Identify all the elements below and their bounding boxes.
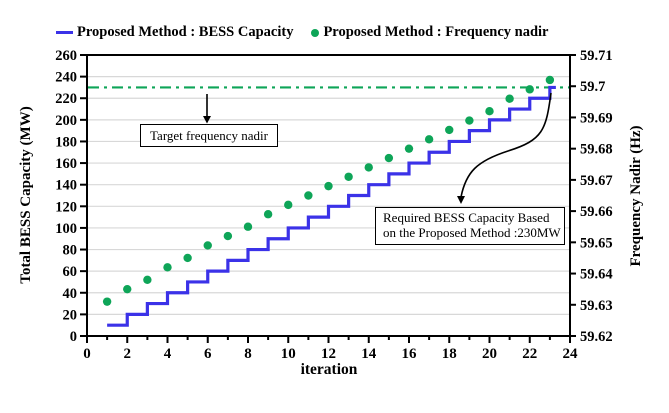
frequency-nadir-point — [525, 85, 534, 94]
frequency-nadir-point — [143, 275, 152, 284]
frequency-nadir-point — [243, 222, 253, 231]
nadir-dot-swatch-icon — [311, 28, 320, 37]
right-tick-label: 59.63 — [580, 298, 613, 314]
x-tick-label: 16 — [402, 346, 418, 362]
left-tick-label: 160 — [55, 156, 77, 172]
left-tick-label: 40 — [63, 286, 78, 302]
frequency-nadir-point — [183, 253, 192, 263]
x-tick-label: 14 — [361, 346, 377, 362]
left-tick-label: 180 — [55, 134, 77, 150]
right-tick-label: 59.67 — [580, 173, 613, 189]
frequency-nadir-point — [485, 107, 494, 116]
x-tick-label: 24 — [563, 346, 579, 362]
left-tick-label: 20 — [63, 307, 78, 323]
bess-line-swatch-icon — [56, 31, 73, 34]
frequency-nadir-point — [344, 172, 353, 181]
left-tick-label: 100 — [55, 221, 77, 237]
x-tick-label: 4 — [164, 346, 172, 362]
left-tick-label: 0 — [70, 329, 77, 345]
left-tick-label: 140 — [55, 178, 77, 194]
frequency-nadir-point — [102, 297, 112, 306]
x-tick-label: 22 — [522, 346, 537, 362]
required-annotation-line2: on the Proposed Method :230MW — [383, 225, 561, 241]
frequency-nadir-point — [384, 153, 394, 163]
x-tick-label: 20 — [482, 346, 497, 362]
frequency-nadir-point — [545, 75, 555, 85]
left-tick-label: 260 — [55, 48, 77, 64]
left-tick-label: 60 — [63, 264, 78, 280]
frequency-nadir-point — [163, 263, 172, 272]
required-arrow-curve — [460, 92, 552, 198]
required-arrow-head — [457, 196, 465, 204]
frequency-nadir-point — [424, 135, 434, 144]
frequency-nadir-point — [445, 125, 454, 135]
right-tick-label: 59.68 — [580, 142, 613, 158]
frequency-nadir-point — [324, 181, 333, 191]
right-tick-label: 59.66 — [580, 204, 613, 220]
right-tick-label: 59.62 — [580, 329, 613, 345]
right-tick-label: 59.71 — [580, 48, 613, 64]
left-tick-label: 200 — [55, 113, 77, 129]
x-tick-label: 6 — [204, 346, 212, 362]
target-arrow-head — [203, 116, 211, 124]
right-tick-label: 59.65 — [580, 235, 613, 251]
left-tick-label: 220 — [55, 91, 77, 107]
right-axis-title: Frequency Nadir (Hz) — [628, 125, 644, 266]
x-tick-label: 12 — [321, 346, 336, 362]
left-tick-label: 120 — [55, 199, 77, 215]
left-axis-title: Total BESS Capacity (MW) — [18, 106, 34, 283]
frequency-nadir-point — [223, 231, 233, 241]
frequency-nadir-point — [404, 144, 414, 153]
x-tick-label: 8 — [244, 346, 252, 362]
frequency-nadir-point — [364, 163, 373, 172]
right-tick-label: 59.7 — [580, 79, 605, 95]
frequency-nadir-point — [465, 116, 474, 125]
left-tick-label: 80 — [63, 243, 78, 259]
target-annotation-text: Target frequency nadir — [150, 127, 268, 143]
bess-capacity-step-line — [107, 85, 556, 327]
legend-item-bess: Proposed Method : BESS Capacity — [56, 24, 293, 41]
frequency-nadir-point — [123, 284, 132, 294]
frequency-nadir-point — [263, 210, 273, 219]
required-bess-capacity-annotation: Required BESS Capacity Based on the Prop… — [375, 207, 565, 245]
right-tick-label: 59.69 — [580, 110, 613, 126]
plot-border — [86, 54, 571, 337]
required-annotation-line1: Required BESS Capacity Based — [383, 210, 550, 225]
legend-label-nadir: Proposed Method : Frequency nadir — [323, 24, 549, 40]
chart-layers: 02040608010012014016018020022024026059.6… — [55, 48, 612, 362]
frequency-nadir-point — [284, 200, 293, 210]
x-axis-title: iteration — [301, 361, 358, 378]
frequency-nadir-point — [505, 94, 514, 103]
x-tick-label: 18 — [442, 346, 457, 362]
right-tick-label: 59.64 — [580, 267, 613, 283]
x-tick-label: 2 — [124, 346, 132, 362]
x-tick-label: 0 — [83, 346, 91, 362]
legend-label-bess: Proposed Method : BESS Capacity — [77, 24, 294, 40]
frequency-nadir-point — [304, 191, 313, 200]
left-tick-label: 240 — [55, 70, 77, 86]
legend: Proposed Method : BESS Capacity Proposed… — [56, 24, 548, 41]
x-tick-label: 10 — [281, 346, 296, 362]
legend-item-nadir: Proposed Method : Frequency nadir — [311, 24, 548, 41]
frequency-nadir-point — [203, 241, 212, 250]
annotation-arrows — [203, 92, 552, 204]
target-frequency-nadir-annotation: Target frequency nadir — [140, 124, 278, 147]
